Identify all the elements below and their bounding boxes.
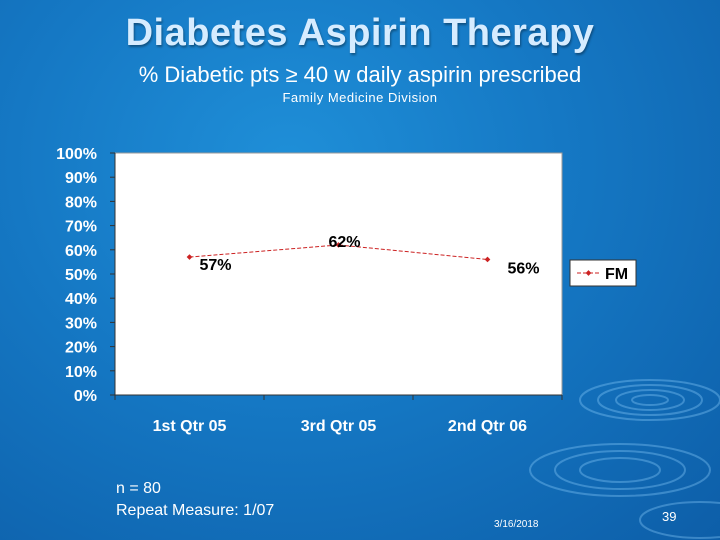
y-tick-label: 50% xyxy=(65,267,97,284)
y-tick-label: 0% xyxy=(74,388,97,405)
y-tick-label: 70% xyxy=(65,219,97,236)
legend-label: FM xyxy=(605,266,628,283)
repeat-measure-note: Repeat Measure: 1/07 xyxy=(116,502,275,519)
y-tick-label: 90% xyxy=(65,170,97,187)
division-label: Family Medicine Division xyxy=(282,90,438,105)
slide-title: Diabetes Aspirin Therapy xyxy=(125,12,595,54)
data-label: 57% xyxy=(200,257,232,274)
plot-area xyxy=(114,152,563,396)
slide-subtitle: % Diabetic pts ≥ 40 w daily aspirin pres… xyxy=(138,62,582,87)
series-line-fm xyxy=(189,244,488,260)
data-point xyxy=(335,242,342,248)
y-tick-label: 100% xyxy=(56,146,97,163)
x-tick-label: 2nd Qtr 06 xyxy=(448,418,527,435)
footnote: n = 80 Repeat Measure: 1/07 xyxy=(116,478,274,522)
y-tick-label: 60% xyxy=(65,243,97,260)
y-tick-label: 20% xyxy=(65,340,97,357)
data-point xyxy=(186,254,193,260)
y-tick-label: 80% xyxy=(65,194,97,211)
x-tick-label: 1st Qtr 05 xyxy=(153,418,227,435)
page-number: 39 xyxy=(662,509,677,524)
slide-date: 3/16/2018 xyxy=(494,519,539,530)
legend-marker xyxy=(585,270,592,276)
y-tick-label: 40% xyxy=(65,291,97,308)
y-tick-label: 30% xyxy=(65,315,97,332)
y-tick-label: 10% xyxy=(65,364,97,381)
x-tick-label: 3rd Qtr 05 xyxy=(301,418,377,435)
data-label: 56% xyxy=(508,260,540,277)
data-point xyxy=(484,256,491,263)
sample-size-note: n = 80 xyxy=(116,480,161,497)
data-label: 62% xyxy=(329,234,361,251)
